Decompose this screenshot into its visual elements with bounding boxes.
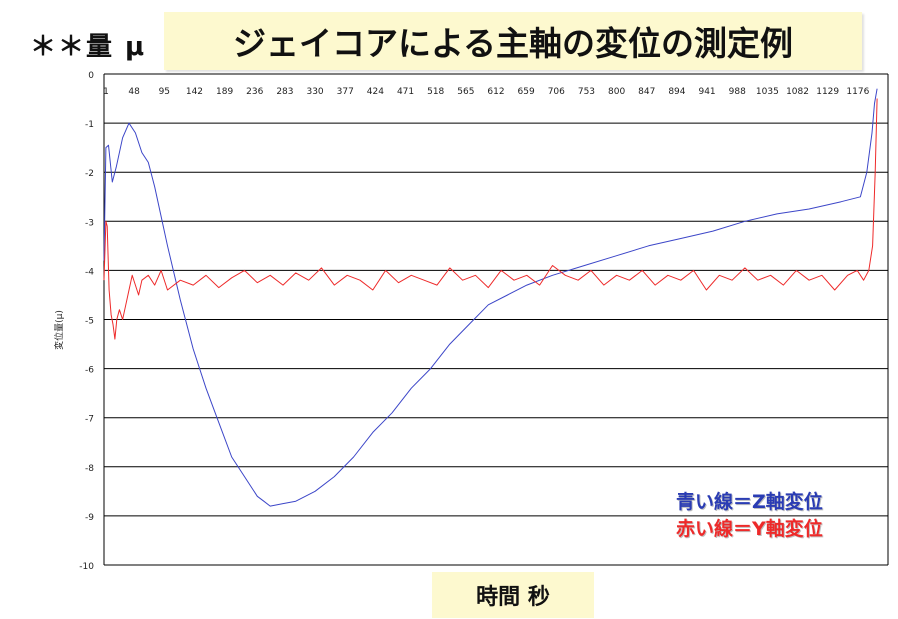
x-tick-label: 1082: [786, 87, 809, 97]
x-tick-label: 471: [397, 87, 414, 97]
x-tick-label: 753: [578, 87, 595, 97]
legend-y-label: 赤い線＝Y軸変位: [676, 518, 823, 540]
x-tick-label: 95: [159, 87, 170, 97]
chart-title: ジェイコアによる主軸の変位の測定例: [164, 12, 862, 70]
y-tick-label: -8: [85, 464, 94, 474]
x-tick-label: 1176: [846, 87, 869, 97]
x-tick-label: 659: [518, 87, 535, 97]
x-tick-label: 706: [548, 87, 565, 97]
y-tick-label: -6: [85, 366, 94, 376]
x-tick-label: 189: [216, 87, 233, 97]
x-tick-label: 142: [186, 87, 203, 97]
y-tick-label: -9: [85, 513, 94, 523]
y-axis-label: 変位量(μ): [53, 310, 65, 350]
x-tick-label: 1035: [756, 87, 779, 97]
x-tick-label: 988: [729, 87, 746, 97]
corner-label: ＊＊量 μ: [30, 32, 147, 62]
x-tick-label: 800: [608, 87, 625, 97]
x-tick-label: 1: [103, 87, 109, 97]
x-tick-label: 377: [337, 87, 354, 97]
y-tick-label: -4: [85, 267, 94, 277]
x-tick-label: 1129: [816, 87, 839, 97]
x-tick-label: 847: [638, 87, 655, 97]
x-tick-label: 518: [427, 87, 444, 97]
series-line-y: [103, 98, 878, 340]
y-tick-label: -1: [85, 120, 94, 130]
y-tick-label: 0: [88, 71, 94, 81]
legend-z-label: 青い線＝Z軸変位: [676, 491, 823, 513]
series-line-z: [103, 88, 878, 507]
y-tick-label: -2: [85, 169, 94, 179]
x-axis-label: 時間 秒: [432, 572, 594, 618]
x-tick-label: 612: [487, 87, 504, 97]
x-tick-label: 894: [668, 87, 685, 97]
chart-series: [103, 88, 878, 507]
x-tick-label: 424: [367, 87, 384, 97]
x-tick-label: 565: [457, 87, 474, 97]
x-tick-label: 941: [698, 87, 715, 97]
x-tick-label: 283: [276, 87, 293, 97]
y-tick-label: -7: [85, 415, 94, 425]
chart-tick-labels: 0 -1 -2 -3 -4 -5 -6 -7 -8 -9 -10 1 48 95 142 189 236 283 3…: [53, 71, 870, 572]
y-tick-label: -5: [85, 317, 94, 327]
x-tick-label: 330: [306, 87, 323, 97]
y-tick-label: -10: [79, 562, 94, 572]
y-tick-label: -3: [85, 218, 94, 228]
chart-grid: [104, 73, 888, 566]
chart-axes: [103, 74, 889, 565]
x-tick-label: 236: [246, 87, 263, 97]
x-tick-label: 48: [128, 87, 140, 97]
